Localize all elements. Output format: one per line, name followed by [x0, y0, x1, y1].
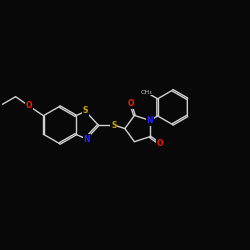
- Text: N: N: [84, 135, 90, 144]
- Text: O: O: [26, 101, 32, 110]
- Text: N: N: [146, 116, 153, 125]
- Text: CH₃: CH₃: [140, 90, 152, 95]
- Text: O: O: [157, 140, 163, 148]
- Text: O: O: [127, 99, 134, 108]
- Text: S: S: [83, 106, 88, 115]
- Text: S: S: [111, 120, 116, 130]
